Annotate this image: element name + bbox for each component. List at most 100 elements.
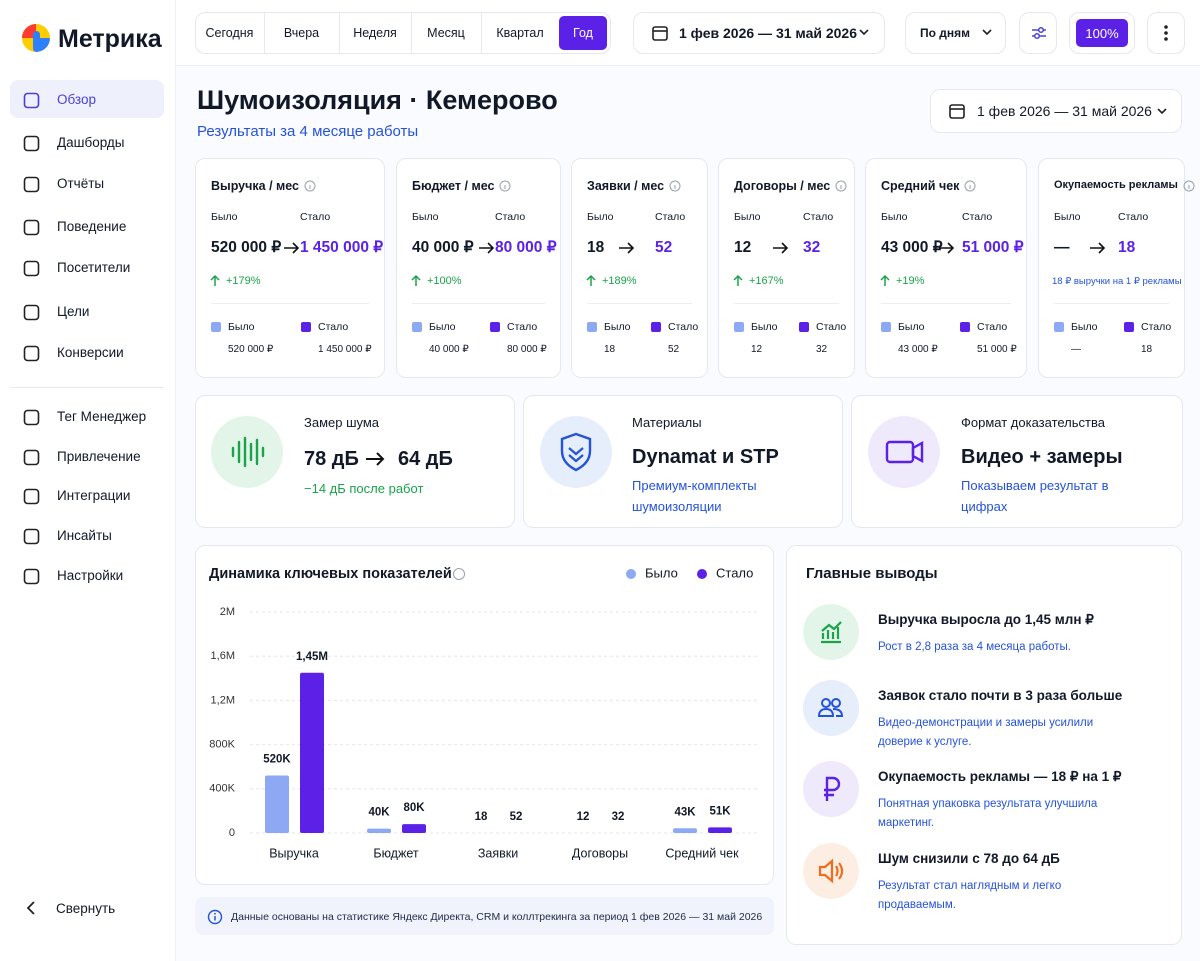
divider <box>881 303 1011 304</box>
nav-item[interactable]: Тег Менеджер <box>57 409 147 424</box>
chevron <box>859 29 869 36</box>
nav-item[interactable]: Цели <box>57 304 90 319</box>
page-subtitle: Результаты за 4 месяце работы <box>197 123 419 140</box>
kpi-was: 18 <box>587 239 605 256</box>
legend-swatch <box>651 322 661 332</box>
divider <box>211 303 369 304</box>
nav-item[interactable]: Дашборды <box>57 135 125 150</box>
legend-dot <box>626 569 636 579</box>
legend-value: 18 <box>604 344 616 355</box>
kpi-note: 18 ₽ выручки на 1 ₽ рекламы <box>1052 276 1182 287</box>
period[interactable]: Сегодня <box>205 26 254 40</box>
nav-item[interactable]: Инсайты <box>57 528 112 543</box>
date-range: 1 фев 2026 — 31 май 2026 <box>679 25 858 41</box>
legend-label: Было <box>751 321 778 333</box>
nav-item[interactable]: Посетители <box>57 260 131 275</box>
nav-item[interactable]: Отчёты <box>57 176 105 191</box>
nav-icon <box>23 449 40 466</box>
grouping[interactable] <box>905 12 1006 54</box>
arrow <box>284 242 300 254</box>
kpi-label: Было <box>881 211 908 223</box>
kpi-label: Было <box>587 211 614 223</box>
period[interactable]: Год <box>573 26 593 40</box>
conclusion-text: Рост в 2,8 раза за 4 месяца работы. <box>878 641 1071 653</box>
arrow <box>619 242 635 254</box>
nav-icon <box>23 135 40 152</box>
legend-label: Было <box>645 565 678 580</box>
kpi-card <box>718 158 855 378</box>
nav-item[interactable]: Настройки <box>57 568 124 583</box>
kpi-now: 52 <box>655 239 673 256</box>
legend-swatch <box>412 322 422 332</box>
conclusion-icon <box>803 843 859 899</box>
chevron <box>982 29 992 36</box>
legend-value: 1 450 000 ₽ <box>318 344 372 355</box>
period[interactable]: Квартал <box>496 26 544 40</box>
nav-item[interactable]: Конверсии <box>57 345 124 360</box>
legend-value: 32 <box>816 344 828 355</box>
legend-value: 80 000 ₽ <box>507 344 547 355</box>
legend-value: 18 <box>1141 344 1153 355</box>
date-picker[interactable] <box>633 12 885 54</box>
nav-icon <box>23 488 40 505</box>
legend-swatch <box>799 322 809 332</box>
info-icon <box>669 180 681 192</box>
kpi-change: +19% <box>896 275 925 287</box>
bar <box>265 775 289 833</box>
legend-swatch <box>211 322 221 332</box>
legend-swatch <box>1054 322 1064 332</box>
legend-dot <box>697 569 707 579</box>
menu-icon <box>1164 25 1168 41</box>
value-label: 18 <box>475 811 488 823</box>
divider <box>587 303 692 304</box>
legend-swatch <box>490 322 500 332</box>
x-tick-label: Бюджет <box>373 846 418 860</box>
nav-item[interactable]: Обзор <box>57 92 96 107</box>
value-label: 52 <box>510 811 523 823</box>
nav-icon <box>23 409 40 426</box>
kpi-label: Стало <box>655 211 686 223</box>
kpi-label: Стало <box>962 211 993 223</box>
legend-label: Было <box>228 321 255 333</box>
footnote-box <box>195 897 774 935</box>
nav-icon <box>23 528 40 545</box>
kpi-was: 520 000 ₽ <box>211 239 282 256</box>
legend-label: Стало <box>1141 321 1172 333</box>
legend-value: 43 000 ₽ <box>898 344 938 355</box>
nav-item[interactable]: Поведение <box>57 219 127 234</box>
bar <box>402 824 426 833</box>
kpi-label: Было <box>211 211 238 223</box>
info-value: 64 дБ <box>398 448 453 470</box>
y-tick-label: 2M <box>220 606 235 618</box>
kpi-now: 80 000 ₽ <box>495 239 557 256</box>
date-picker-2[interactable] <box>930 89 1182 133</box>
period[interactable]: Вчера <box>283 26 320 40</box>
nav-item[interactable]: Интеграции <box>57 488 131 503</box>
legend-label: Стало <box>816 321 847 333</box>
x-tick-label: Средний чек <box>665 846 739 860</box>
nav-icon <box>23 304 40 321</box>
kpi-change: +189% <box>602 275 637 287</box>
nav-item[interactable]: Привлечение <box>57 449 141 464</box>
legend-label: Стало <box>507 321 538 333</box>
kpi-label: Стало <box>1118 211 1149 223</box>
period[interactable]: Неделя <box>353 26 397 40</box>
y-tick-label: 800K <box>209 739 235 751</box>
legend-value: 51 000 ₽ <box>977 344 1017 355</box>
collapse[interactable]: Свернуть <box>56 901 116 916</box>
legend-value: 12 <box>751 344 763 355</box>
conclusion-text: Видео-демонстрации и замеры усилили дове… <box>878 717 1094 748</box>
period[interactable]: Месяц <box>427 26 465 40</box>
info-icon <box>835 180 847 192</box>
kpi-label: Было <box>734 211 761 223</box>
conclusions-title: Главные выводы <box>806 565 938 582</box>
sound-icon <box>211 416 283 488</box>
legend-swatch <box>881 322 891 332</box>
legend-swatch <box>587 322 597 332</box>
kpi-label: Было <box>1054 211 1081 223</box>
filter-button[interactable] <box>1019 12 1057 54</box>
calendar-icon <box>949 104 965 119</box>
legend-label: Стало <box>977 321 1008 333</box>
kpi-title: Договоры / мес <box>734 179 831 193</box>
